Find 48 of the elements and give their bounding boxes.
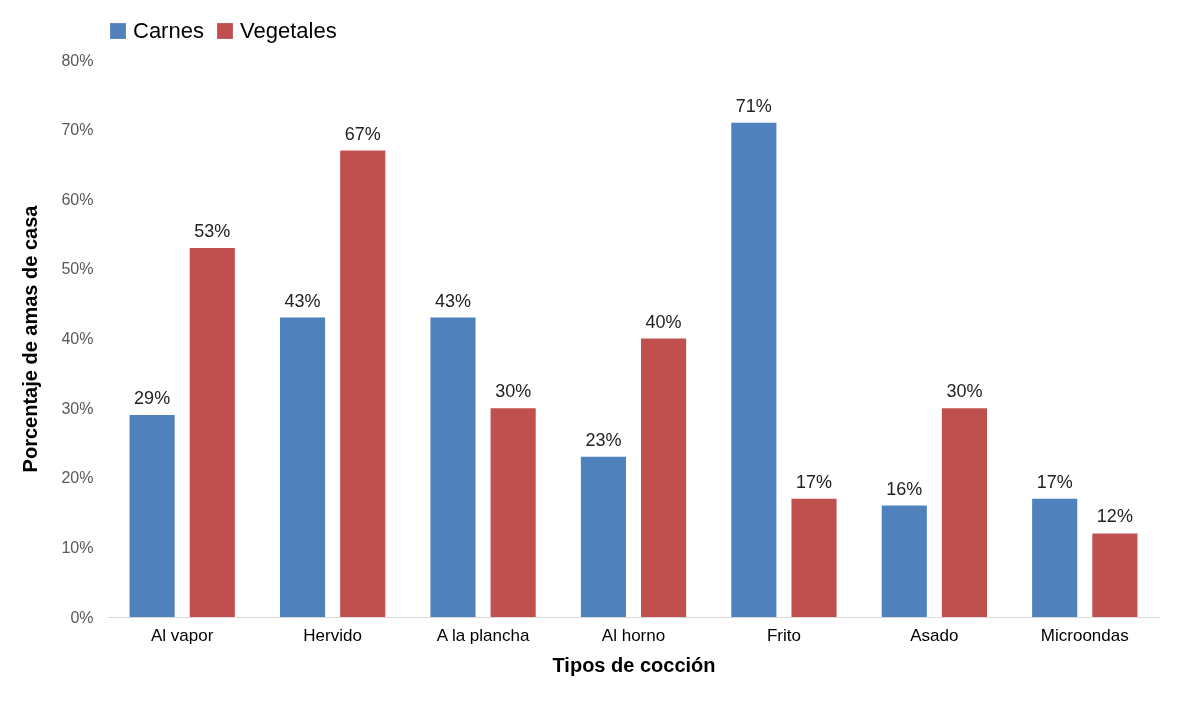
- data-label: 29%: [134, 388, 171, 409]
- y-tick-label: 80%: [61, 51, 94, 69]
- x-tick-label: Al vapor: [151, 625, 214, 645]
- data-label: 43%: [434, 290, 471, 311]
- data-label: 23%: [585, 429, 622, 450]
- data-label: 67%: [344, 123, 381, 144]
- y-tick-label: 60%: [61, 190, 94, 208]
- legend-label: Vegetales: [240, 18, 337, 43]
- data-label: 30%: [495, 381, 532, 402]
- bar: [881, 505, 927, 617]
- x-tick-label: Al horno: [601, 625, 666, 645]
- y-tick-label: 20%: [61, 469, 94, 487]
- x-tick-label: Frito: [766, 625, 801, 645]
- data-label: 53%: [194, 220, 231, 241]
- data-label: 40%: [645, 311, 682, 332]
- bar: [791, 498, 837, 617]
- x-axis-title: Tipos de cocción: [552, 653, 716, 676]
- bar: [189, 247, 235, 617]
- bar: [941, 408, 988, 617]
- data-label: 43%: [284, 290, 321, 311]
- y-tick-label: 30%: [61, 399, 94, 417]
- data-label: 16%: [886, 478, 923, 499]
- bar: [641, 338, 687, 617]
- x-tick-label: A la plancha: [436, 625, 530, 645]
- y-tick-label: 0%: [70, 608, 94, 626]
- data-label: 12%: [1096, 506, 1133, 527]
- bar: [340, 150, 386, 617]
- bar: [731, 122, 777, 617]
- bar: [1092, 533, 1138, 617]
- data-label: 30%: [946, 381, 983, 402]
- x-tick-label: Microondas: [1040, 625, 1129, 645]
- y-tick-label: 40%: [61, 330, 94, 347]
- bar: [129, 415, 175, 617]
- data-label: 17%: [1036, 471, 1073, 492]
- x-tick-label: Hervido: [303, 625, 362, 645]
- legend-label: Carnes: [133, 18, 204, 43]
- y-tick-label: 50%: [61, 260, 94, 278]
- y-axis-title: Porcentaje de amas de casa: [19, 204, 42, 473]
- y-tick-label: 10%: [61, 538, 94, 556]
- y-tick-label: 70%: [61, 121, 94, 139]
- bar: [279, 317, 326, 617]
- bar: [430, 317, 476, 617]
- x-tick-label: Asado: [910, 625, 959, 645]
- data-label: 71%: [735, 95, 772, 116]
- bar: [490, 408, 536, 617]
- data-label: 17%: [796, 471, 833, 492]
- bar: [1032, 498, 1078, 617]
- bar: [580, 456, 626, 617]
